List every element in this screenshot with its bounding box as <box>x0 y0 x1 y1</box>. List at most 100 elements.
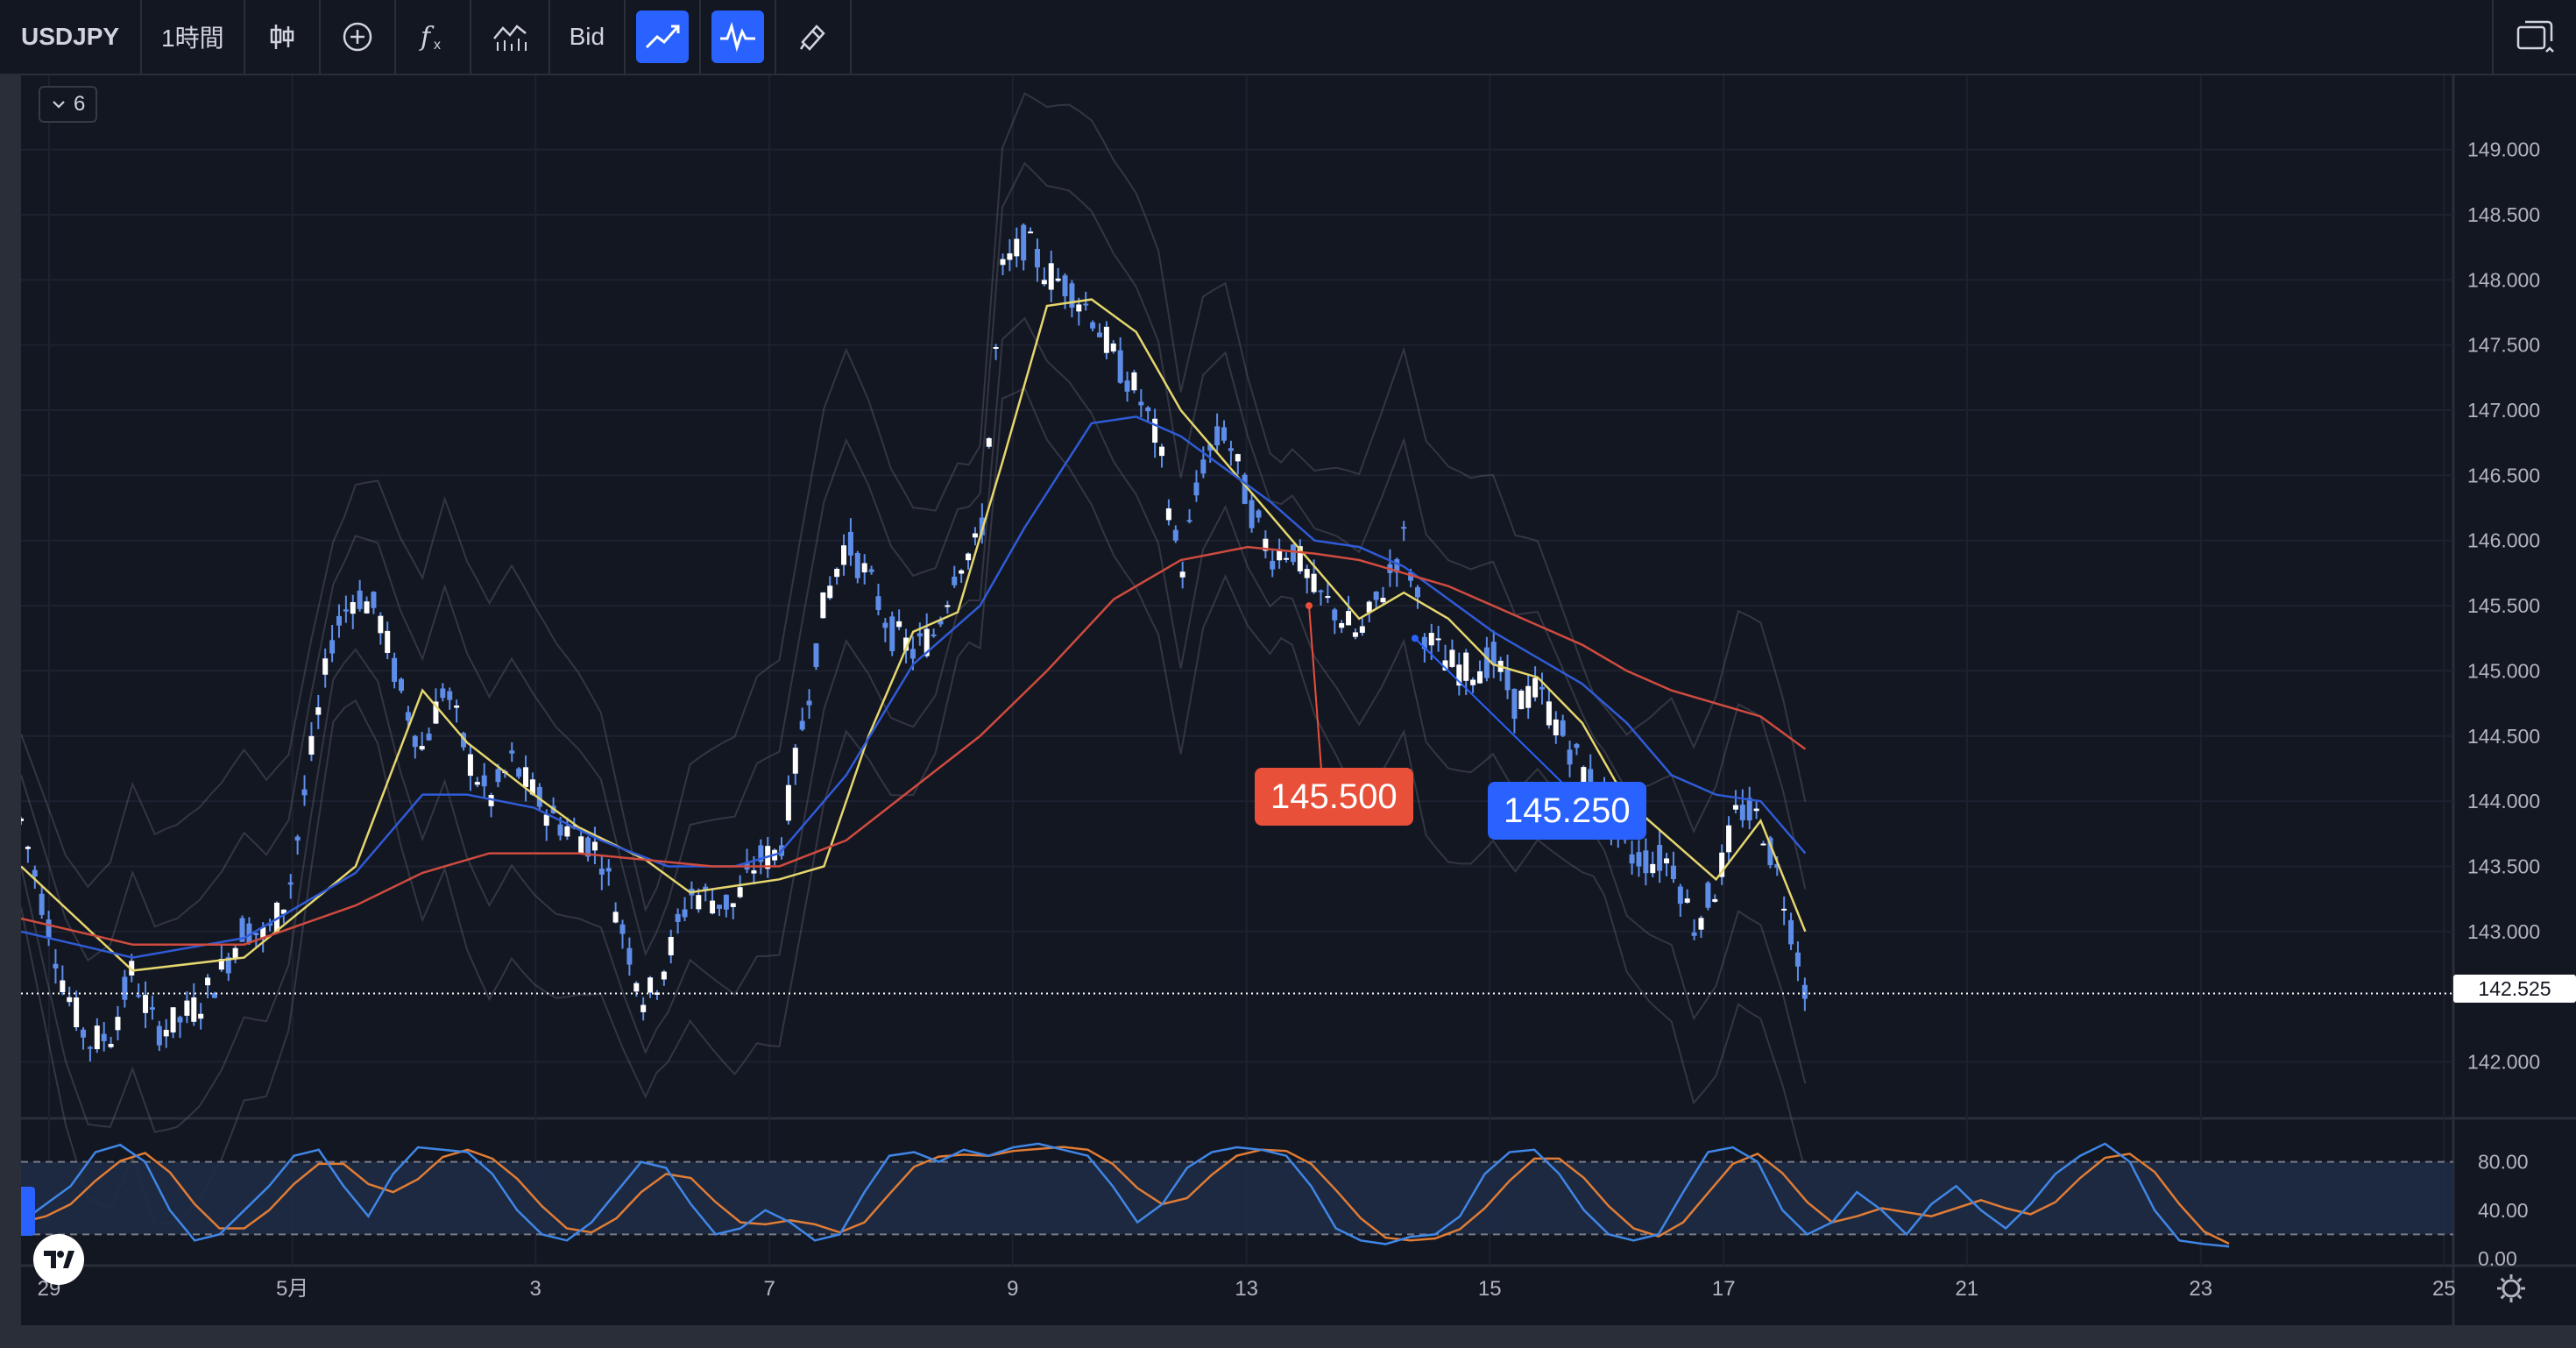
callout-red-point <box>1306 602 1313 610</box>
candle-body <box>461 733 467 748</box>
candle-body <box>516 768 522 777</box>
candle-body <box>1401 527 1407 529</box>
candle-body <box>287 882 294 885</box>
candle-body <box>1636 852 1642 867</box>
price-callout-red[interactable]: 145.500 <box>1255 768 1413 826</box>
candle-body <box>1069 283 1075 309</box>
candle-body <box>1574 743 1580 748</box>
grid-lines <box>21 75 2576 1325</box>
candle-body <box>1325 596 1331 599</box>
candle-body <box>896 621 902 628</box>
candle-body <box>481 775 487 787</box>
candle-body <box>1525 685 1532 708</box>
bollinger-bands <box>21 92 1807 1225</box>
candle-body <box>1242 474 1248 504</box>
indicators-icon <box>492 25 527 51</box>
candle-body <box>806 700 812 706</box>
stoch-d-line <box>21 1146 2230 1245</box>
time-axis: 29 5月 3 7 9 13 15 17 21 23 25 <box>38 1274 2525 1302</box>
candle-body <box>46 919 52 939</box>
pane-collapse-handle[interactable] <box>21 1187 35 1236</box>
candle-body <box>1359 626 1365 633</box>
candle-body <box>294 836 301 841</box>
candle-body <box>792 748 798 774</box>
price-tick-label: 146.000 <box>2467 529 2540 552</box>
tradingview-logo[interactable] <box>33 1234 84 1285</box>
drawing-button[interactable] <box>776 0 853 74</box>
candle-body <box>1352 632 1358 637</box>
candle-body <box>1691 932 1697 936</box>
layout-icon <box>2516 20 2554 53</box>
indicators-button[interactable] <box>471 0 550 74</box>
candle-body <box>101 1033 107 1041</box>
chart-area[interactable]: 149.000 148.500 148.000 147.500 147.000 146.5… <box>21 75 2576 1325</box>
price-source-label: Bid <box>569 23 605 50</box>
trend-line-icon <box>646 25 680 49</box>
candle-body <box>246 923 252 944</box>
candle-body <box>1103 326 1109 353</box>
candle-body <box>543 814 549 827</box>
candle-body <box>122 976 128 1000</box>
candle-body <box>1414 587 1420 598</box>
candle-body <box>1339 622 1345 628</box>
candle-body <box>1643 850 1649 874</box>
candle-body <box>1200 459 1207 474</box>
gear-ring <box>2502 1279 2521 1298</box>
interval-button[interactable]: 1時間 <box>142 0 245 74</box>
time-tick-label: 9 <box>1007 1277 1018 1301</box>
oscillator-button[interactable] <box>701 0 777 74</box>
price-tick-label: 142.000 <box>2467 1051 2540 1074</box>
stoch-k-line <box>21 1142 2230 1248</box>
band-line <box>21 387 1807 1225</box>
candle-body <box>399 678 404 692</box>
candle-body <box>1193 482 1200 496</box>
candle-body <box>1504 669 1511 691</box>
candle-body <box>405 712 411 721</box>
time-tick-label: 17 <box>1712 1277 1736 1301</box>
candle-body <box>426 734 432 741</box>
candle-body <box>661 971 667 980</box>
trend-line-button[interactable] <box>626 0 702 74</box>
price-source-button[interactable]: Bid <box>550 0 626 74</box>
time-tick-label: 23 <box>2189 1277 2212 1301</box>
candle-body <box>1463 652 1469 681</box>
candle-body <box>21 818 24 821</box>
candle-body <box>1801 984 1808 999</box>
candle-body <box>875 596 881 610</box>
svg-text:f: f <box>419 22 435 53</box>
candle-body <box>1664 858 1670 864</box>
candle-body <box>1788 919 1794 945</box>
candle-body <box>1000 259 1006 266</box>
candle-body <box>654 992 660 995</box>
candle-body <box>1698 918 1704 930</box>
stoch-tick-label: 40.00 <box>2478 1199 2529 1222</box>
band-line <box>21 316 1807 1133</box>
layout-button[interactable] <box>2492 0 2576 74</box>
candle-body <box>598 869 605 875</box>
candle-body <box>1117 350 1123 383</box>
chart-type-button[interactable] <box>245 0 321 74</box>
chart-canvas[interactable]: 149.000 148.500 148.000 147.500 147.000 146.5… <box>21 75 2576 1325</box>
candle-body <box>474 782 480 785</box>
legend-toggle[interactable]: 6 <box>39 86 98 123</box>
compare-button[interactable] <box>321 0 396 74</box>
stochastic-pane <box>21 1142 2453 1248</box>
candle-body <box>225 957 231 974</box>
gear-tooth <box>2516 1277 2523 1283</box>
candle-body <box>931 634 937 636</box>
price-tick-label: 149.000 <box>2467 138 2540 161</box>
candle-body <box>916 633 923 637</box>
candle-body <box>1145 407 1151 412</box>
candle-body <box>1048 263 1054 290</box>
symbol-button[interactable]: USDJPY <box>0 0 143 74</box>
candle-body <box>1546 701 1552 726</box>
candle-body <box>1380 598 1386 603</box>
candle-body <box>1124 380 1130 392</box>
price-tick-label: 144.500 <box>2467 725 2540 748</box>
candle-body <box>1588 769 1594 791</box>
candle-body <box>938 620 944 625</box>
price-callout-blue[interactable]: 145.250 <box>1488 782 1646 840</box>
candle-body <box>170 1007 176 1032</box>
candle-body <box>143 995 149 1013</box>
